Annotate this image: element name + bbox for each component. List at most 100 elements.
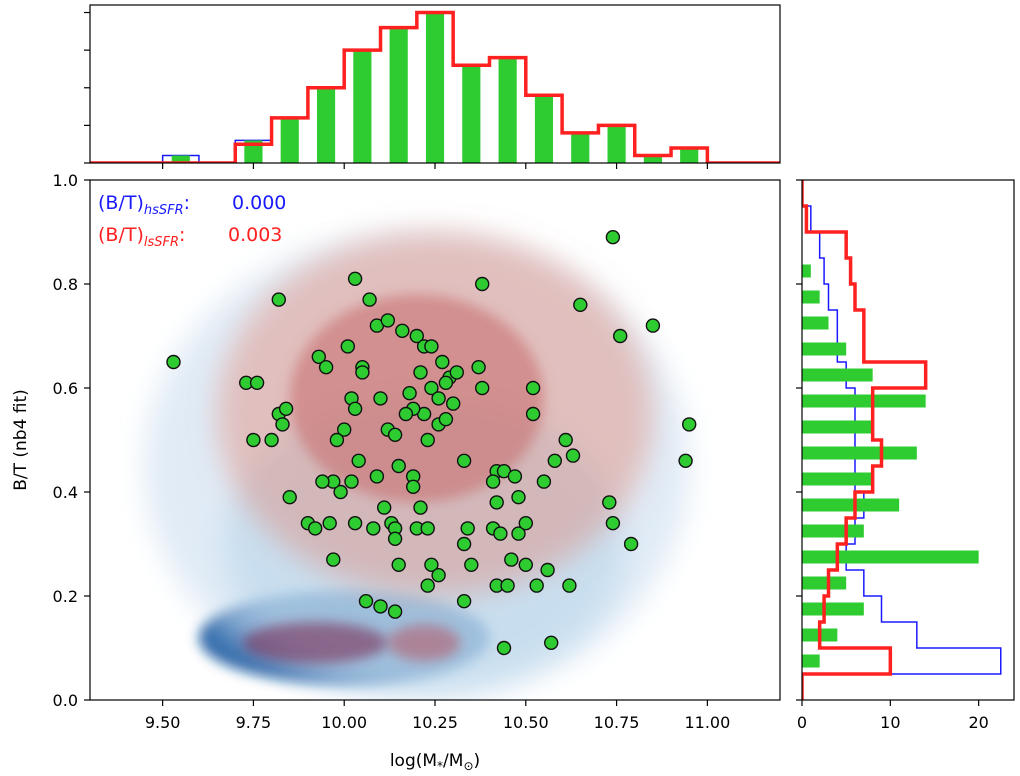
x-axis-label-part1: log(M — [390, 751, 437, 771]
scatter-point — [351, 453, 366, 468]
scatter-point — [329, 432, 345, 448]
x-axis-label-part2: /M — [443, 751, 463, 771]
scatter-point — [605, 516, 621, 531]
top-histogram-bar — [571, 132, 590, 163]
scatter-point — [413, 365, 428, 380]
top-histogram-ticks — [84, 11, 708, 169]
scatter-point — [446, 396, 461, 411]
scatter-point — [525, 380, 541, 396]
scatter-point — [275, 417, 290, 432]
top-histogram-bar — [171, 155, 190, 163]
scatter-point — [355, 365, 370, 380]
scatter-point — [311, 349, 326, 364]
scatter-point — [573, 297, 588, 312]
y-tick-label: 0.4 — [53, 483, 78, 502]
right-histogram-bar — [802, 264, 811, 278]
right-histogram-panel: 0 10 20 — [796, 179, 1015, 732]
scatter-point — [347, 516, 363, 531]
scatter-point — [424, 557, 439, 572]
scatter-point — [456, 594, 472, 609]
right-x-tick-label: 20 — [968, 713, 988, 732]
scatter-point — [456, 536, 472, 552]
scatter-point — [449, 365, 464, 380]
scatter-point — [613, 328, 628, 344]
scatter-point — [485, 474, 501, 489]
scatter-point — [373, 391, 388, 406]
scatter-point — [420, 432, 435, 448]
scatter-point — [460, 521, 475, 536]
scatter-point — [471, 360, 486, 375]
x-tick-label: 10.50 — [503, 713, 549, 732]
scatter-point — [362, 292, 377, 307]
right-histogram-red-step — [802, 180, 928, 700]
x-tick-label: 9.50 — [145, 713, 181, 732]
x-axis-label-sun-symbol: ⊙ — [463, 759, 473, 773]
scatter-point — [391, 458, 406, 474]
scatter-point — [424, 339, 439, 354]
annotation-lssfr: (B/T)lsSFR: 0.003 — [98, 224, 282, 250]
right-histogram-bar — [802, 654, 820, 668]
scatter-point — [369, 469, 385, 484]
scatter-point — [424, 380, 439, 396]
top-histogram-red-step — [90, 10, 780, 163]
right-histogram-bar — [802, 342, 847, 356]
density-blob-red — [242, 622, 388, 664]
right-histogram-bar — [802, 550, 979, 564]
y-tick-label: 0.0 — [53, 691, 78, 710]
scatter-point — [387, 604, 403, 619]
y-tick-label: 0.6 — [53, 379, 78, 398]
scatter-point — [395, 323, 410, 338]
scatter-point — [333, 484, 348, 500]
scatter-point — [605, 229, 621, 245]
scatter-point — [464, 557, 479, 572]
annotation-hssfr-prefix: (B/T) — [98, 192, 144, 214]
scatter-point — [278, 401, 294, 416]
right-histogram-bar — [802, 368, 873, 382]
annotation-lssfr-subscript: lsSFR — [144, 235, 179, 250]
x-tick-label: 10.00 — [321, 713, 367, 732]
scatter-point — [536, 474, 552, 489]
density-blob-red — [387, 624, 461, 661]
scatter-point — [525, 406, 541, 422]
scatter-point — [340, 339, 355, 354]
right-histogram-bar — [802, 316, 829, 330]
top-histogram-bar — [643, 155, 662, 163]
y-tick-label: 0.8 — [53, 275, 78, 294]
scatter-point — [166, 354, 181, 370]
scatter-point — [402, 386, 417, 401]
scatter-point — [318, 360, 334, 375]
scatter-point — [271, 292, 286, 307]
annotation-hssfr-value: 0.000 — [232, 192, 286, 214]
scatter-point — [366, 521, 381, 536]
scatter-point — [344, 474, 359, 489]
top-histogram-bar — [425, 12, 445, 163]
top-histogram-bar — [498, 57, 517, 163]
top-histogram-bars — [90, 10, 780, 163]
scatter-point — [496, 640, 512, 656]
scatter-point — [518, 516, 533, 531]
scatter-point — [435, 354, 450, 370]
top-histogram-bar — [680, 147, 699, 163]
scatter-point — [511, 490, 526, 505]
right-histogram-axis: 0 10 20 — [796, 179, 989, 732]
scatter-point — [565, 448, 581, 463]
right-x-tick-label: 0 — [797, 713, 807, 732]
scatter-point — [373, 599, 388, 614]
scatter-point — [558, 432, 573, 448]
scatter-point — [413, 500, 428, 515]
main-y-axis: 0.0 0.2 0.4 0.6 0.8 1.0 — [53, 171, 90, 710]
right-histogram-bar — [802, 290, 820, 304]
scatter-point — [249, 375, 265, 390]
scatter-point — [456, 453, 472, 468]
annotation-lssfr-prefix: (B/T) — [98, 224, 144, 246]
right-histogram-bar — [802, 524, 864, 538]
scatter-point — [431, 568, 446, 583]
scatter-point — [398, 406, 414, 422]
right-x-tick-label: 10 — [880, 713, 900, 732]
scatter-point — [511, 526, 526, 541]
top-histogram-bar — [316, 87, 336, 163]
top-histogram-bar — [389, 27, 408, 163]
annotation-hssfr-subscript: hsSFR — [144, 203, 184, 218]
scatter-point — [682, 417, 697, 432]
scatter-point — [504, 552, 519, 567]
